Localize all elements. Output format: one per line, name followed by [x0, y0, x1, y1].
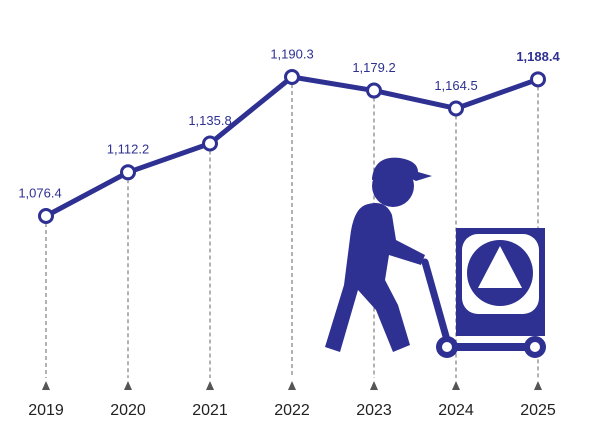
x-tick-label: 2022	[274, 402, 310, 419]
illustration	[325, 157, 546, 358]
x-tick-label: 2023	[356, 402, 392, 419]
value-label: 1,179.2	[352, 60, 395, 75]
point	[38, 208, 54, 224]
x-tick-label: 2024	[438, 402, 474, 419]
value-label: 1,164.5	[434, 78, 477, 93]
value-label: 1,076.4	[18, 185, 61, 200]
x-tick-label: 2025	[520, 402, 556, 419]
point	[120, 164, 136, 181]
x-tick-label: 2021	[192, 402, 228, 419]
point	[366, 82, 382, 99]
tick-arrow	[370, 381, 378, 390]
point	[448, 100, 464, 117]
tick-arrow	[42, 381, 50, 390]
value-label: 1,188.4	[516, 49, 560, 64]
tick-arrow	[124, 381, 132, 390]
value-label: 1,190.3	[270, 46, 313, 61]
x-tick-label: 2019	[28, 402, 64, 419]
tick-arrow	[534, 381, 542, 390]
point	[284, 69, 300, 85]
x-tick-label: 2020	[110, 402, 146, 419]
value-label: 1,135.8	[188, 113, 231, 128]
tick-arrow	[206, 381, 214, 390]
point	[530, 71, 546, 88]
tick-arrow	[452, 381, 460, 390]
value-label: 1,112.2	[107, 142, 149, 157]
point	[202, 135, 218, 152]
tick-arrow	[288, 381, 296, 390]
